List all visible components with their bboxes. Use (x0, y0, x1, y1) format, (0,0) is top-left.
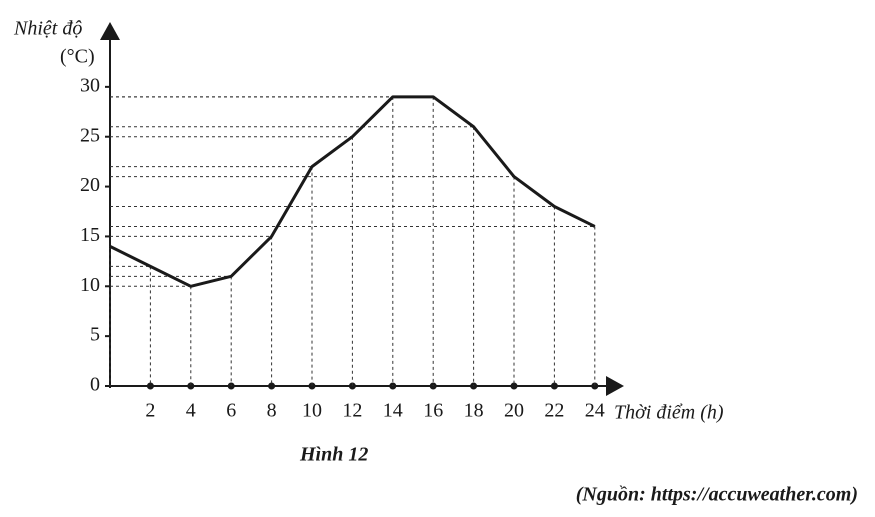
y-axis-label: Nhiệt độ (13, 18, 82, 40)
y-tick-label: 10 (80, 274, 100, 296)
x-tick-label: 2 (145, 400, 155, 422)
x-tick-label: 18 (464, 400, 484, 422)
y-tick-label: 30 (80, 74, 100, 96)
y-tick-label: 0 (90, 374, 100, 396)
x-tick-label: 22 (544, 400, 564, 422)
y-axis-unit: (°C) (60, 46, 95, 68)
x-tick-label: 14 (383, 400, 403, 422)
y-tick-label: 15 (80, 224, 100, 246)
x-tick (187, 382, 195, 390)
x-tick-label: 10 (302, 400, 322, 422)
x-tick-label: 12 (342, 400, 362, 422)
caption: Hình 12 (299, 444, 368, 466)
y-tick-label: 5 (90, 324, 100, 346)
x-tick-label: 4 (186, 400, 196, 422)
x-tick-label: 24 (585, 400, 605, 422)
x-tick (591, 382, 599, 390)
x-tick (308, 382, 316, 390)
data-line (109, 95, 596, 288)
x-tick (348, 382, 356, 390)
x-tick (268, 382, 276, 390)
y-tick-label: 20 (80, 174, 100, 196)
x-tick (510, 382, 518, 390)
x-axis-label: Thời điểm (h) (614, 402, 724, 424)
source: (Nguồn: https://accuweather.com) (576, 484, 858, 506)
y-tick-label: 25 (80, 124, 100, 146)
x-tick-label: 16 (423, 400, 443, 422)
x-tick-label: 8 (267, 400, 277, 422)
x-tick-label: 20 (504, 400, 524, 422)
x-tick-label: 6 (226, 400, 236, 422)
x-tick (550, 382, 558, 390)
x-tick (146, 382, 154, 390)
